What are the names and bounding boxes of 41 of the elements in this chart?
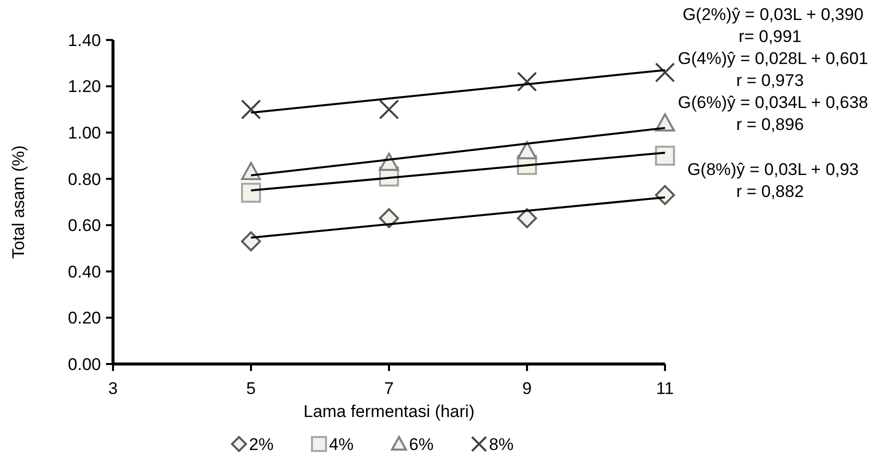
point	[379, 99, 399, 120]
text: r = 0,973	[736, 71, 804, 90]
text: G(8%)ŷ = 0,03L + 0,93	[687, 160, 859, 179]
y-tick-label: 1.00	[68, 124, 101, 143]
text: r = 0,896	[736, 115, 804, 134]
text: G(2%)ŷ = 0,03L + 0,390	[682, 5, 864, 24]
y-tick-label: 0.20	[68, 308, 101, 328]
text: r= 0,991	[738, 27, 802, 46]
y-tick-label: 0.60	[68, 216, 101, 236]
x-tick-label: 11	[656, 379, 674, 398]
legend-label: 2%	[249, 435, 274, 454]
line-series	[250, 69, 666, 114]
x-tick-label: 3	[108, 379, 118, 398]
y-axis-title: Total asam (%)	[9, 145, 28, 259]
legend-label: 6%	[409, 435, 434, 454]
text: G(4%)ŷ = 0,028L + 0,601	[678, 49, 868, 68]
x-tick-label: 5	[246, 379, 256, 398]
point	[241, 162, 261, 180]
x-tick-label: 9	[522, 379, 532, 398]
y-tick-label: 0.80	[68, 170, 101, 189]
point	[517, 141, 537, 160]
x-axis-title: Lama fermentasi (hari)	[303, 402, 475, 421]
text: r = 0,882	[736, 182, 804, 201]
point	[655, 185, 675, 206]
y-tick-label: 0.00	[68, 354, 101, 374]
y-tick-label: 1.40	[68, 30, 101, 50]
point	[241, 231, 261, 252]
legend-label: 4%	[329, 435, 354, 454]
x-tick-label: 7	[384, 379, 394, 398]
point	[379, 208, 399, 228]
y-tick-label: 1.20	[68, 77, 101, 96]
legend-label: 8%	[489, 435, 514, 454]
point	[241, 99, 261, 120]
point	[379, 152, 399, 171]
point	[655, 62, 675, 82]
point	[241, 182, 261, 203]
point	[517, 72, 537, 92]
point	[517, 208, 537, 228]
y-tick-label: 0.40	[68, 262, 101, 282]
text: G(6%)ŷ = 0,034L + 0,638	[678, 93, 868, 112]
point	[655, 146, 675, 166]
